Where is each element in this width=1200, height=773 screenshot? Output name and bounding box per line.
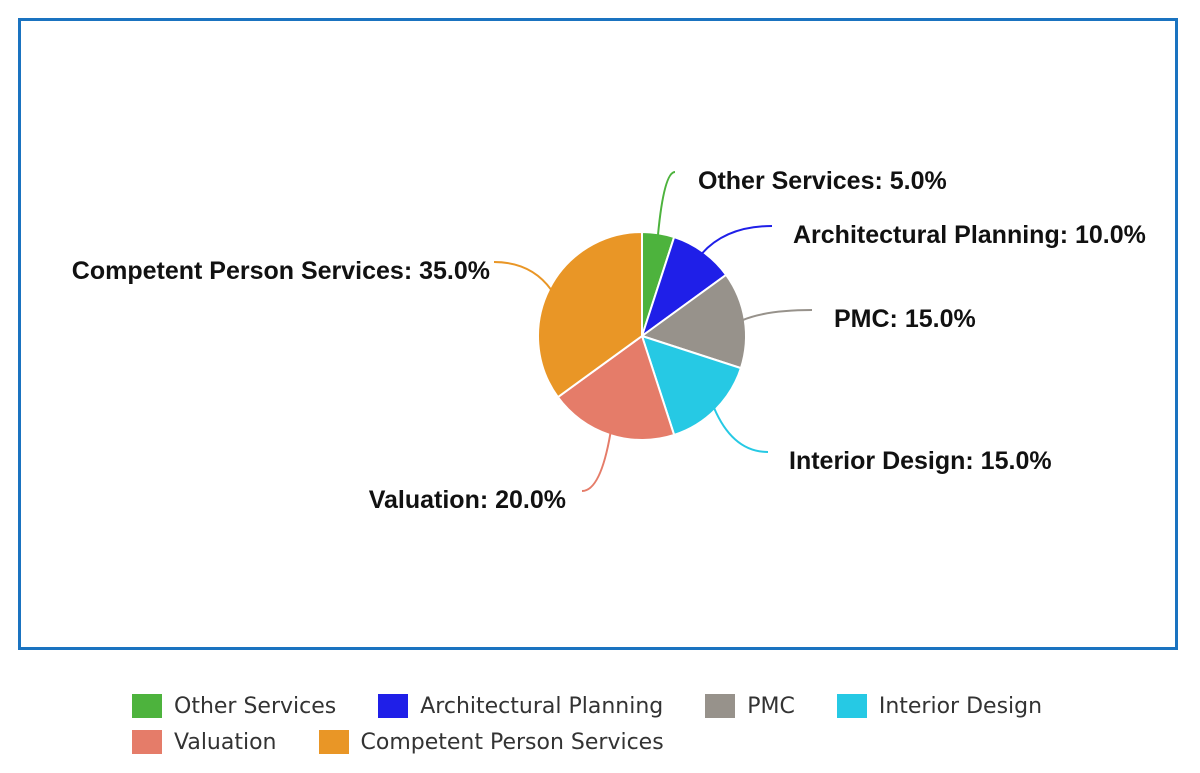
slice-label-architectural-planning: Architectural Planning: 10.0% — [793, 221, 1146, 249]
legend-swatch — [318, 730, 349, 754]
leader-line-valuation — [581, 432, 612, 492]
leader-line-pmc — [742, 309, 813, 321]
legend-item-interior-design[interactable]: Interior Design — [836, 693, 1043, 719]
legend-swatch — [705, 694, 736, 718]
slice-label-valuation: Valuation: 20.0% — [369, 486, 566, 514]
leader-line-competent-person-services — [493, 261, 552, 291]
legend-label: Other Services — [174, 693, 337, 719]
legend-swatch — [378, 694, 409, 718]
legend-item-pmc[interactable]: PMC — [705, 694, 795, 719]
legend-label: Competent Person Services — [360, 729, 664, 755]
legend-swatch — [132, 730, 162, 754]
legend-item-competent-person-services[interactable]: Competent Person Services — [318, 729, 664, 755]
leader-line-architectural-planning — [701, 225, 773, 255]
legend-item-valuation[interactable]: Valuation — [132, 730, 277, 755]
leader-lines — [493, 171, 813, 492]
legend-item-architectural-planning[interactable]: Architectural Planning — [378, 694, 663, 719]
pie-chart: Other Services: 5.0% Architectural Planni… — [72, 167, 1146, 514]
legend-row-2: Valuation Competent Person Services — [132, 724, 1132, 760]
slice-labels: Other Services: 5.0% Architectural Planni… — [72, 167, 1146, 514]
legend-row-1: Other Services Architectural Planning PM… — [132, 688, 1132, 724]
legend-label: Valuation — [174, 729, 277, 755]
legend-swatch — [836, 694, 867, 718]
legend-label: Interior Design — [878, 693, 1043, 719]
legend-swatch — [132, 694, 162, 718]
legend-label: Architectural Planning — [420, 693, 664, 719]
legend-label: PMC — [747, 693, 795, 719]
legend-item-other-services[interactable]: Other Services — [132, 694, 336, 719]
leader-line-interior-design — [713, 407, 769, 453]
slice-label-pmc: PMC: 15.0% — [834, 305, 976, 333]
leader-line-other-services — [656, 171, 676, 236]
legend: Other Services Architectural Planning PM… — [132, 688, 1132, 760]
slice-label-competent-person-services: Competent Person Services: 35.0% — [72, 257, 490, 285]
slice-label-other-services: Other Services: 5.0% — [698, 167, 947, 195]
slice-label-interior-design: Interior Design: 15.0% — [789, 447, 1052, 475]
